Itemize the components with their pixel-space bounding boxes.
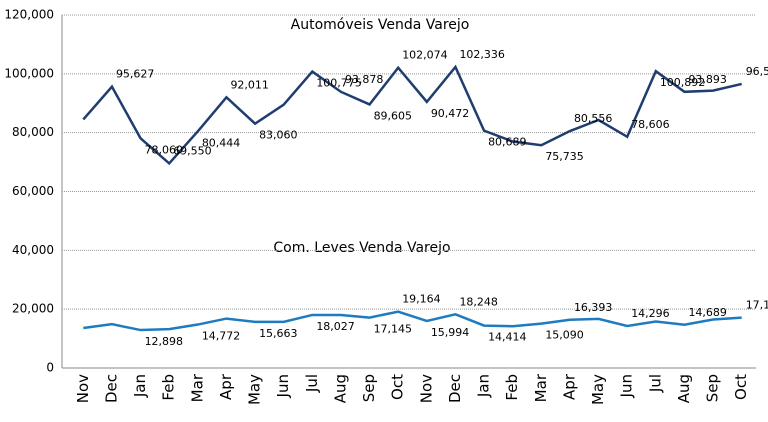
y-tick-label: 100,000 [4, 66, 54, 80]
series-annotation: Automóveis Venda Varejo [291, 17, 470, 33]
data-label: 15,663 [259, 327, 298, 340]
x-tick-label: Jun [274, 374, 292, 398]
x-tick-label: Jul [303, 374, 321, 393]
x-tick-label: Sep [704, 374, 722, 402]
y-tick-label: 40,000 [12, 243, 54, 257]
x-tick-label: Mar [532, 373, 550, 402]
x-tick-label: Jan [131, 374, 149, 398]
series-line [83, 310, 742, 332]
data-label: 19,164 [402, 293, 441, 306]
x-tick-label: May [589, 374, 607, 405]
data-label: 80,556 [574, 112, 613, 125]
x-tick-label: Aug [675, 374, 693, 403]
data-label: 102,074 [402, 49, 448, 62]
x-tick-label: Feb [160, 374, 178, 401]
x-tick-label: Feb [503, 374, 521, 401]
x-tick-label: Apr [560, 373, 578, 400]
data-label: 102,336 [459, 48, 505, 61]
data-label: 16,393 [574, 301, 613, 314]
data-label: 15,994 [431, 326, 470, 339]
data-label: 95,627 [116, 68, 155, 81]
data-label: 75,735 [545, 150, 584, 163]
x-tick-label: Aug [331, 374, 349, 403]
data-label: 96,569 [746, 65, 768, 78]
x-tick-label: Jul [646, 374, 664, 393]
data-label: 14,772 [202, 330, 241, 343]
data-label: 15,090 [545, 329, 584, 342]
y-tick-label: 120,000 [4, 8, 54, 22]
data-label: 80,444 [202, 136, 241, 149]
data-label: 17,144 [746, 299, 768, 312]
x-tick-label: Dec [446, 374, 464, 403]
y-tick-label: 80,000 [12, 125, 54, 139]
data-label: 12,898 [145, 335, 184, 348]
series-line [82, 64, 742, 166]
x-tick-label: Oct [389, 374, 407, 400]
data-label: 90,472 [431, 107, 470, 120]
x-tick-label: Nov [74, 374, 92, 403]
data-label: 17,145 [374, 323, 413, 336]
data-label: 69,550 [173, 144, 212, 157]
y-tick-label: 20,000 [12, 302, 54, 316]
data-label: 78,060 [145, 143, 184, 156]
data-label: 18,248 [459, 295, 498, 308]
x-tick-label: Sep [360, 374, 378, 402]
x-tick-label: Nov [417, 374, 435, 403]
data-label: 83,060 [259, 129, 298, 142]
y-tick-label: 60,000 [12, 184, 54, 198]
x-tick-label: Mar [188, 373, 206, 402]
data-label: 89,605 [374, 109, 413, 122]
data-label: 14,689 [688, 306, 727, 319]
data-label: 93,893 [688, 73, 727, 86]
data-label: 14,296 [631, 307, 670, 320]
data-label: 100,775 [316, 77, 362, 90]
series-annotation: Com. Leves Venda Varejo [273, 240, 450, 256]
x-tick-label: Oct [732, 374, 750, 400]
x-tick-label: Jun [618, 374, 636, 398]
data-label: 78,606 [631, 118, 670, 131]
data-label: 92,011 [230, 78, 269, 91]
data-label: 93,878 [345, 73, 384, 86]
x-tick-label: Jan [475, 374, 493, 398]
data-label: 18,027 [316, 320, 355, 333]
data-label: 80,689 [488, 136, 527, 149]
data-label: 14,414 [488, 331, 527, 344]
x-tick-label: May [246, 374, 264, 405]
x-tick-label: Dec [102, 374, 120, 403]
y-tick-label: 0 [46, 361, 54, 375]
x-tick-label: Apr [217, 373, 235, 400]
data-label: 100,892 [660, 76, 706, 89]
